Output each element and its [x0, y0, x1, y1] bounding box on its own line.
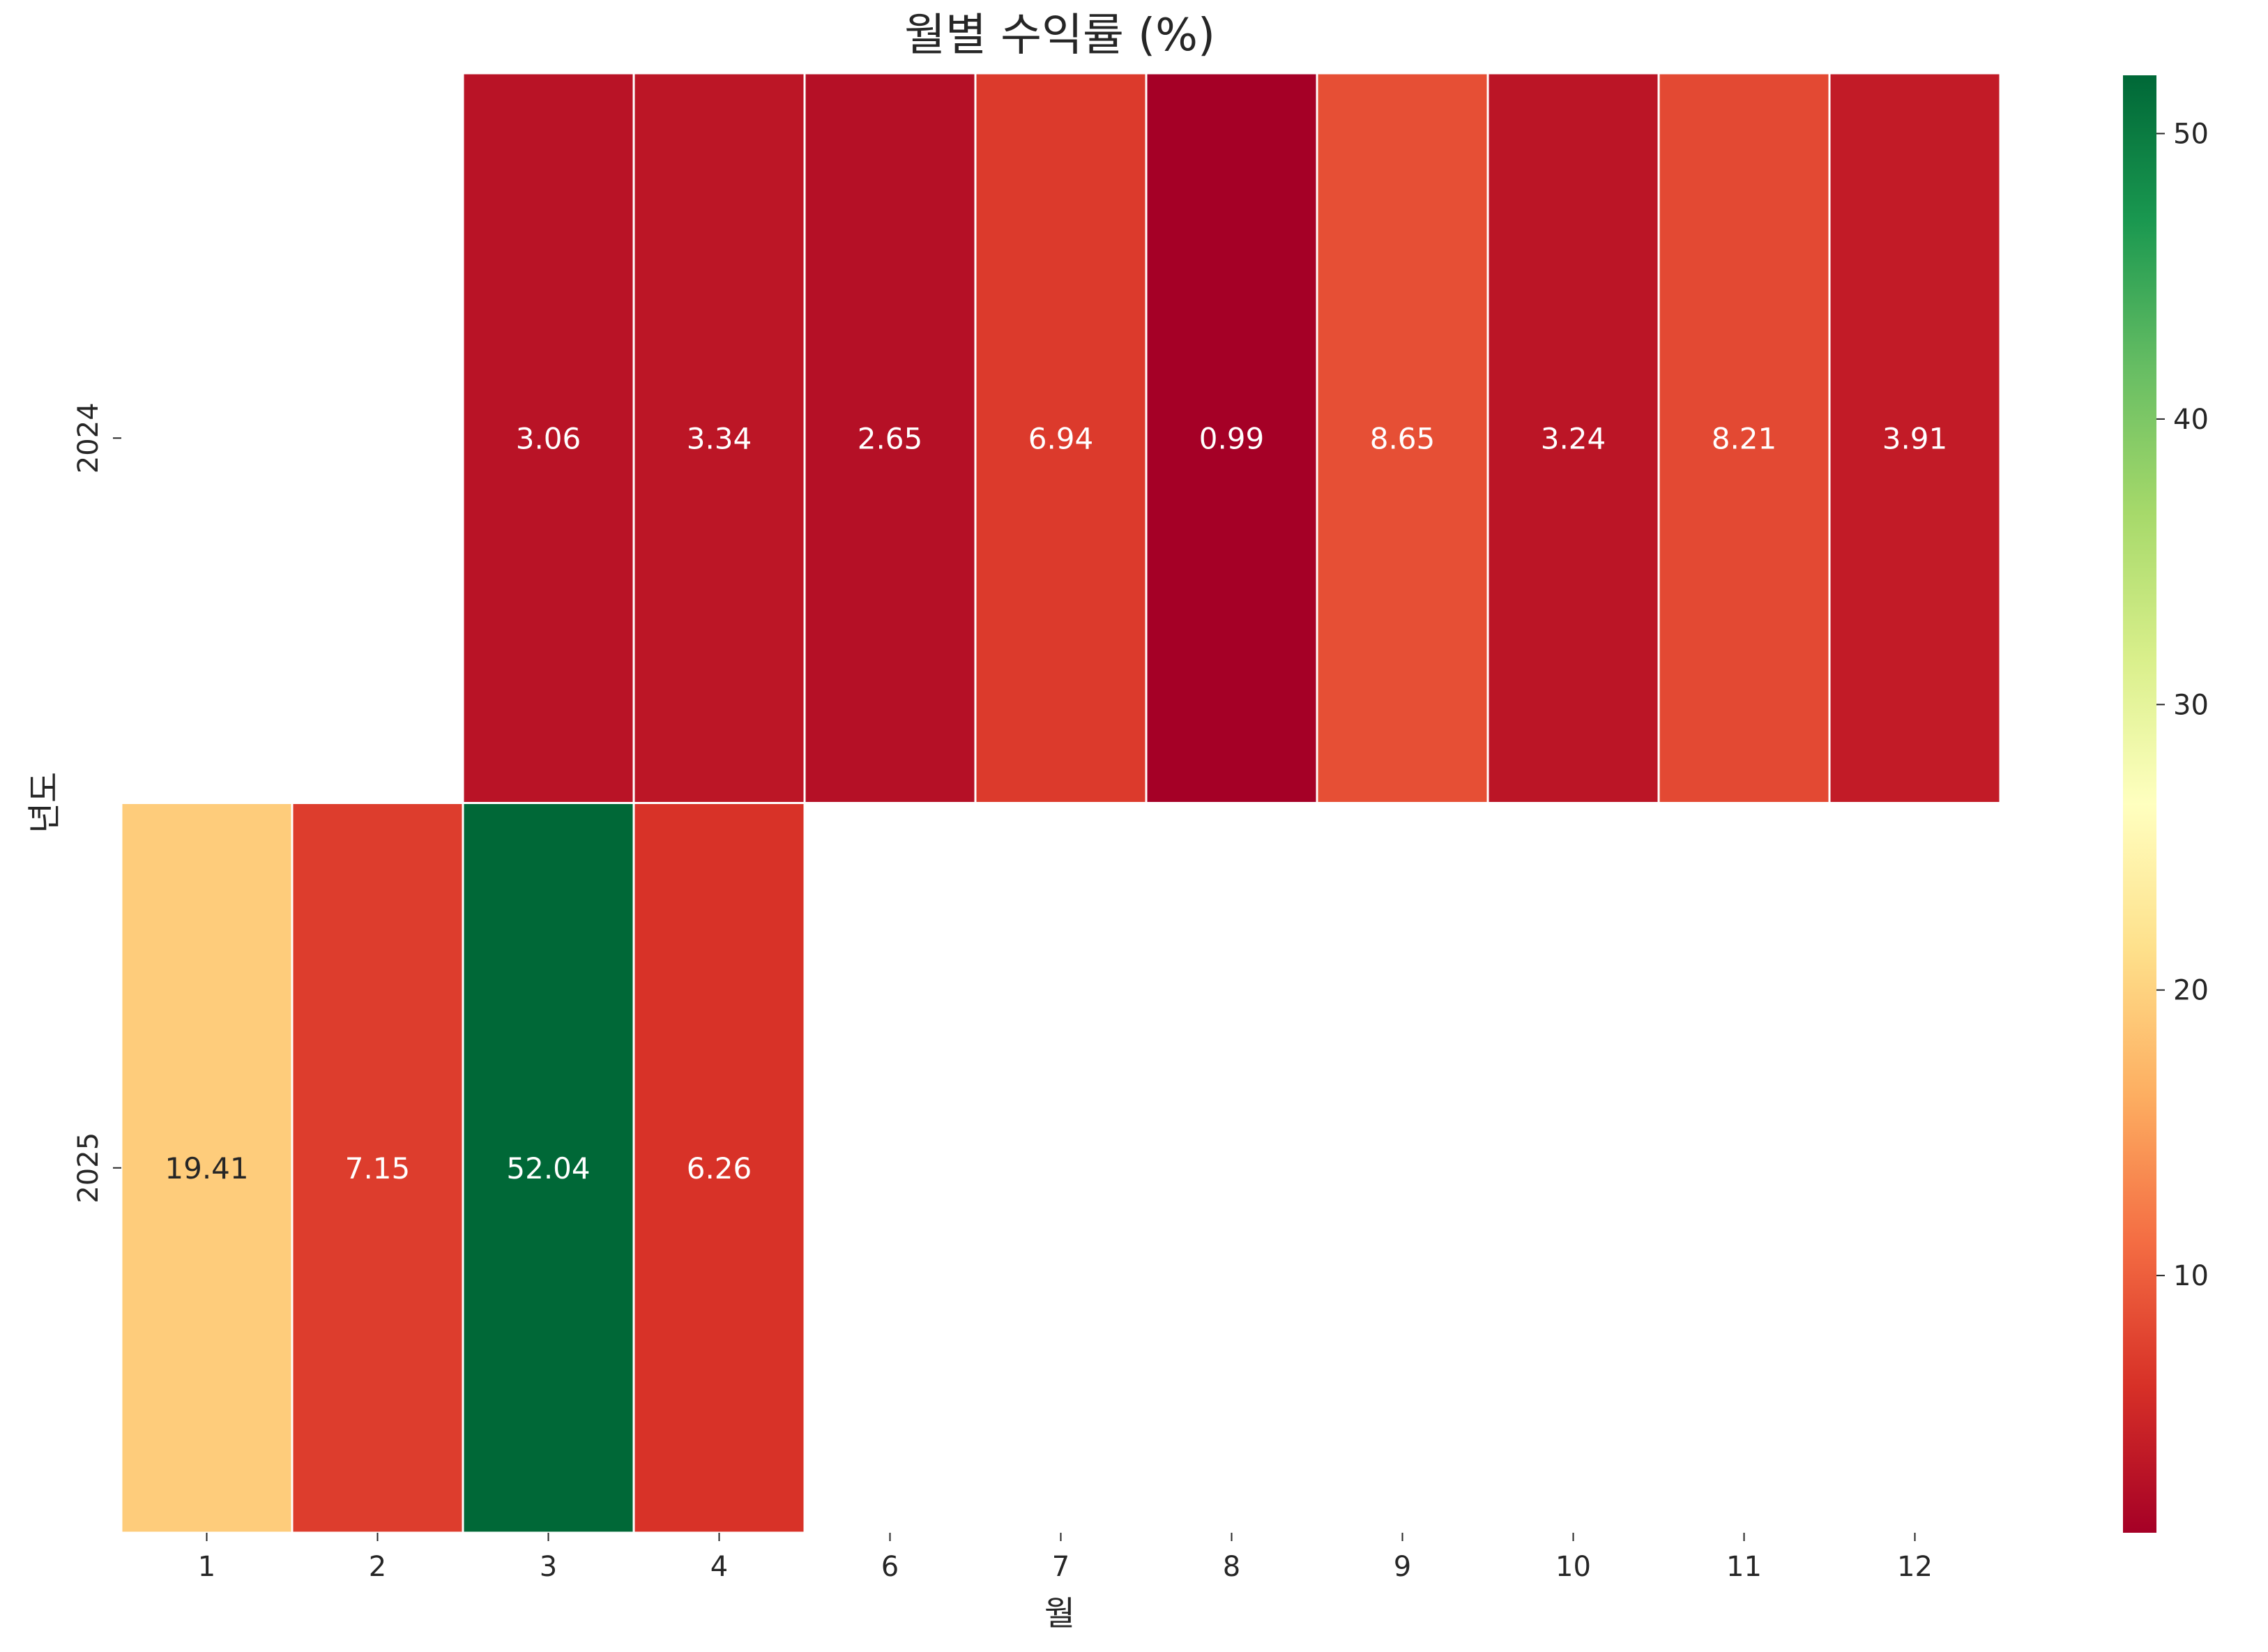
colorbar-tick-label: 10: [2173, 1260, 2209, 1292]
x-tick-label: 3: [540, 1551, 557, 1583]
cell-value-label: 52.04: [506, 1151, 590, 1185]
heatmap-cell-2025-3: [462, 802, 635, 1534]
cell-value-label: 3.24: [1541, 421, 1606, 455]
heatmap-cell-2024-3: [462, 72, 635, 804]
x-tick-label: 7: [1052, 1551, 1070, 1583]
heatmap-cell-2024-6: [803, 72, 977, 804]
heatmap-cell-2024-11: [1657, 72, 1831, 804]
x-tick-label: 1: [198, 1551, 215, 1583]
cell-value-label: 2.65: [858, 421, 923, 455]
heatmap-cells: 3.06 3.34 2.65 6.94 0.99 8.65 3.24 8.21 3.91 19.4…: [120, 72, 2002, 1534]
heatmap-cell-2024-12: [1828, 72, 2002, 804]
y-axis: 2024 2025: [73, 402, 121, 1204]
x-axis: 1 2 3 4 6 7 8 9 10 11 12: [198, 1533, 1933, 1583]
x-tick-label: 4: [710, 1551, 728, 1583]
heatmap-cell-2024-4: [632, 72, 806, 804]
heatmap-cell-2025-1: [120, 802, 294, 1534]
colorbar-tick-label: 30: [2173, 689, 2209, 721]
cell-value-label: 3.06: [516, 421, 581, 455]
cell-value-label: 7.15: [345, 1151, 411, 1185]
x-tick-label: 10: [1555, 1551, 1591, 1583]
colorbar-tick-label: 40: [2173, 404, 2209, 436]
x-tick-label: 12: [1897, 1551, 1933, 1583]
cell-value-label: 3.91: [1882, 421, 1948, 455]
colorbar-tick-label: 50: [2173, 119, 2209, 151]
heatmap-cell-2024-8: [1145, 72, 1318, 804]
y-tick-label: 2024: [73, 402, 105, 473]
y-tick-label: 2025: [73, 1132, 105, 1204]
colorbar-gradient: [2123, 75, 2156, 1533]
x-tick-label: 11: [1726, 1551, 1762, 1583]
x-tick-label: 8: [1223, 1551, 1240, 1583]
x-tick-label: 2: [369, 1551, 386, 1583]
heatmap-cell-2024-7: [974, 72, 1148, 804]
cell-value-label: 6.26: [687, 1151, 752, 1185]
cell-value-label: 19.41: [165, 1151, 248, 1185]
colorbar: 10 20 30 40 50: [2123, 75, 2209, 1533]
chart-title: 월별 수익률 (%): [904, 10, 1215, 61]
cell-value-label: 0.99: [1199, 421, 1265, 455]
colorbar-tick-label: 20: [2173, 975, 2209, 1007]
y-axis-label: 년도: [25, 772, 64, 833]
x-axis-label: 월: [1044, 1594, 1075, 1633]
heatmap-cell-2024-10: [1486, 72, 1660, 804]
cell-value-label: 8.65: [1370, 421, 1436, 455]
x-tick-label: 9: [1394, 1551, 1411, 1583]
cell-value-label: 3.34: [687, 421, 752, 455]
cell-value-label: 8.21: [1712, 421, 1777, 455]
heatmap-cell-2024-9: [1316, 72, 1489, 804]
x-tick-label: 6: [881, 1551, 899, 1583]
heatmap-cell-2025-4: [632, 802, 806, 1534]
cell-value-label: 6.94: [1028, 421, 1094, 455]
